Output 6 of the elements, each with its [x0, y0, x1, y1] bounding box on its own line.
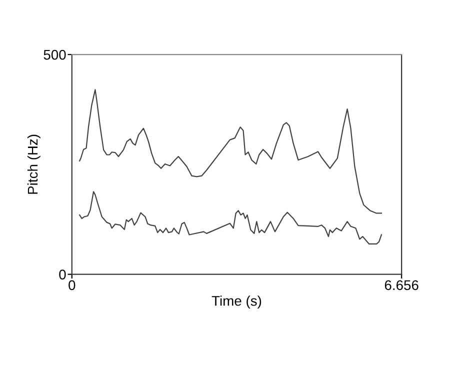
x-axis-title: Time (s) [212, 296, 262, 309]
y-tick-label: 500 [44, 50, 66, 60]
x-tick-label: 6.656 [384, 280, 418, 290]
y-axis-title: Pitch (Hz) [27, 134, 40, 194]
line-series [79, 191, 382, 245]
line-series [79, 89, 382, 214]
